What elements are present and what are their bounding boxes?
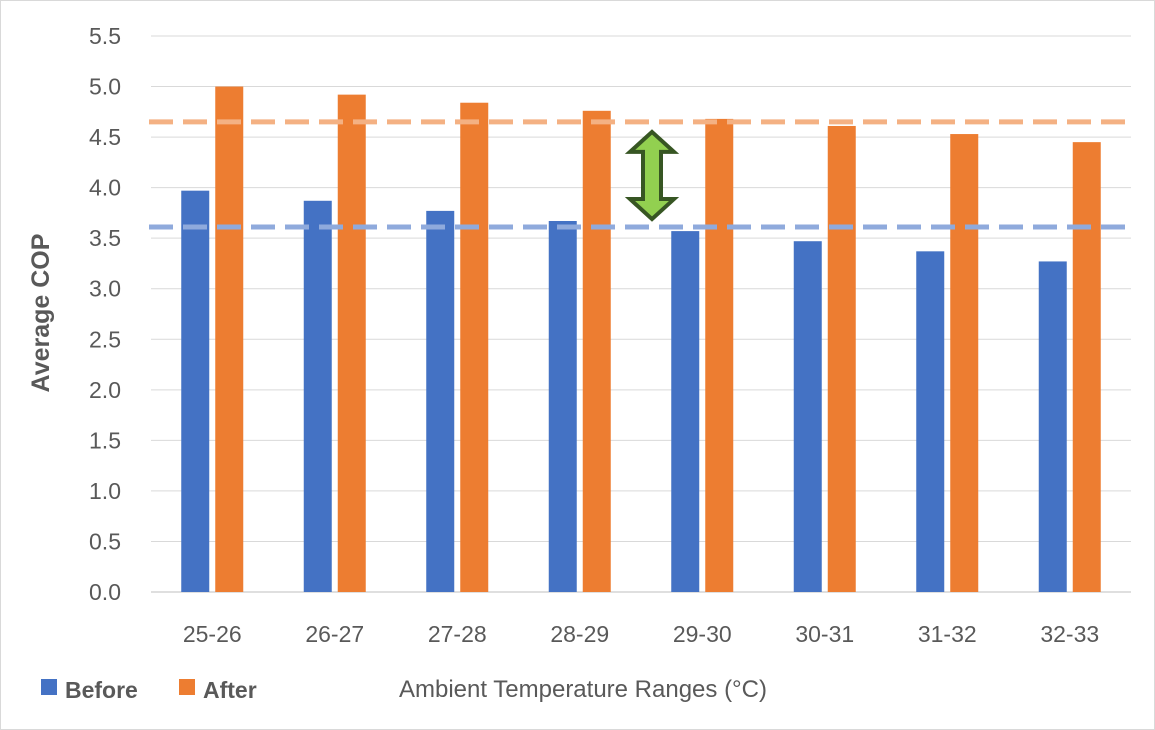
bar-after-29-30: [705, 118, 734, 593]
bar-before-31-32: [916, 251, 945, 592]
y-tick-label: 2.5: [89, 326, 121, 352]
bar-after-28-29: [582, 110, 611, 592]
legend: Before After: [41, 677, 257, 703]
x-tick-label: 28-29: [550, 621, 609, 647]
bar-before-26-27: [303, 200, 332, 592]
x-tick-label: 25-26: [183, 621, 242, 647]
bar-after-30-31: [827, 125, 856, 592]
bar-after-32-33: [1072, 142, 1101, 593]
y-tick-label: 4.0: [89, 175, 121, 201]
y-tick-label: 5.5: [89, 23, 121, 49]
x-axis-title: Ambient Temperature Ranges (°C): [399, 676, 767, 703]
x-tick-label: 27-28: [428, 621, 487, 647]
x-tick-label: 31-32: [918, 621, 977, 647]
legend-label-after: After: [203, 677, 257, 703]
bar-before-27-28: [426, 210, 455, 592]
legend-label-before: Before: [65, 677, 138, 703]
x-tick-label: 26-27: [305, 621, 364, 647]
bar-before-28-29: [548, 220, 577, 592]
bar-after-25-26: [215, 86, 244, 592]
y-tick-label: 3.0: [89, 276, 121, 302]
y-tick-label: 0.0: [89, 579, 121, 605]
y-tick-label: 5.0: [89, 74, 121, 100]
double-arrow-icon: [624, 129, 680, 222]
y-tick-label: 1.5: [89, 427, 121, 453]
y-tick-label: 4.5: [89, 124, 121, 150]
bar-before-29-30: [671, 231, 700, 592]
bars: [181, 86, 1101, 593]
bar-after-26-27: [337, 94, 366, 593]
y-tick-label: 1.0: [89, 478, 121, 504]
bar-after-31-32: [950, 134, 979, 593]
x-tick-label: 30-31: [795, 621, 854, 647]
x-axis-ticks: 25-26 26-27 27-28 28-29 29-30 30-31 31-32 32-33: [183, 621, 1099, 647]
x-tick-label: 32-33: [1040, 621, 1099, 647]
annotations: [624, 129, 680, 222]
y-tick-label: 3.5: [89, 225, 121, 251]
y-tick-label: 2.0: [89, 377, 121, 403]
gridlines: [151, 35, 1131, 593]
bar-before-32-33: [1038, 261, 1067, 592]
y-tick-label: 0.5: [89, 528, 121, 554]
y-axis-ticks: 0.0 0.5 1.0 1.5 2.0 2.5 3.0 3.5 4.0 4.5 5.0 5.5: [89, 23, 121, 605]
x-tick-label: 29-30: [673, 621, 732, 647]
bar-before-30-31: [793, 241, 822, 592]
legend-swatch-after: [179, 679, 195, 695]
y-axis-title: Average COP: [27, 234, 55, 393]
bar-before-25-26: [181, 190, 210, 592]
bar-after-27-28: [460, 102, 489, 592]
reference-lines: [149, 119, 1129, 230]
legend-swatch-before: [41, 679, 57, 695]
